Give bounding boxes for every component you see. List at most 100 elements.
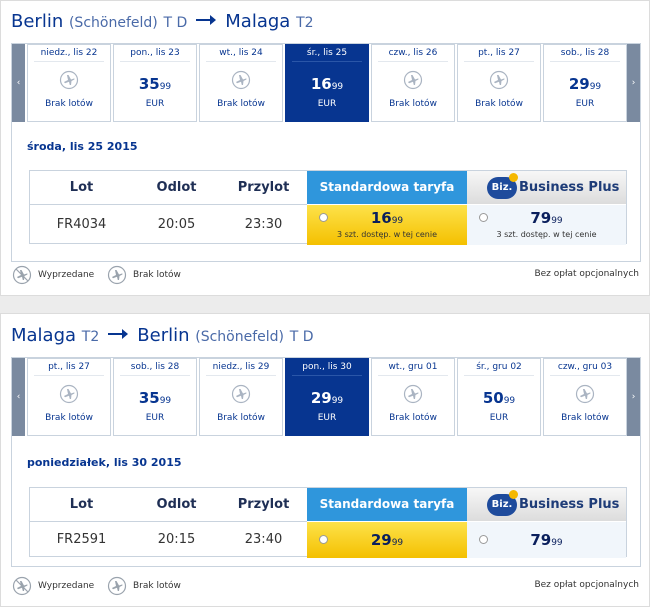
- business-logo: Biz.: [487, 177, 517, 199]
- business-fare-cell[interactable]: 7999: [467, 522, 626, 558]
- legend-note: Bez opłat opcjonalnych: [534, 580, 639, 590]
- availability-note: 3 szt. dostęp. w tej cenie: [496, 230, 597, 239]
- day-tab[interactable]: czw., gru 03 Brak lotów: [543, 358, 627, 436]
- route-arrow: [99, 325, 137, 346]
- legend-note: Bez opłat opcjonalnych: [534, 269, 639, 279]
- standard-fare-cell[interactable]: 2999: [307, 522, 467, 558]
- business-logo-badge: [509, 173, 518, 182]
- day-separator: [550, 61, 620, 62]
- no-flights-text: Brak lotów: [45, 413, 93, 423]
- day-tab[interactable]: pon., lis 23 3599 EUR: [113, 44, 197, 122]
- legend-sold-out: Wyprzedane: [38, 270, 95, 280]
- day-separator: [550, 375, 620, 376]
- day-tab[interactable]: pon., lis 30 2999 EUR: [285, 358, 369, 436]
- fares-container: ‹ › niedz., lis 22 Brak lotów pon., lis 23 35…: [11, 43, 641, 262]
- no-flights-icon: [489, 70, 509, 90]
- flight-flight: FR2591: [56, 532, 107, 547]
- price: 5099: [458, 388, 540, 407]
- icon: [403, 70, 423, 90]
- business-fare-cell[interactable]: 7999 3 szt. dostęp. w tej cenie: [467, 205, 626, 245]
- currency: EUR: [489, 413, 509, 423]
- day-label: czw., gru 03: [557, 362, 613, 372]
- day-separator: [206, 61, 276, 62]
- price-decimals: 99: [331, 82, 344, 92]
- price-decimals: 99: [551, 538, 563, 548]
- standard-fare-cell[interactable]: 1699 3 szt. dostęp. w tej cenie: [307, 205, 467, 245]
- business-logo: Biz.: [487, 494, 517, 516]
- business-plus-header: Biz. Business Plus: [467, 488, 626, 521]
- day-label: pon., lis 23: [130, 48, 180, 58]
- column-header: Lot: [69, 180, 94, 195]
- column-header: Odlot: [156, 497, 197, 512]
- currency: EUR: [317, 413, 337, 423]
- arrow: [196, 15, 217, 25]
- no-flights-text: Brak lotów: [561, 413, 609, 423]
- no-flights-icon: [231, 70, 251, 90]
- prev-days-button[interactable]: ‹: [12, 44, 25, 122]
- day-separator: [34, 375, 104, 376]
- icon: [403, 384, 423, 404]
- fare-radio[interactable]: [479, 535, 488, 544]
- flight-departure: 20:15: [157, 532, 196, 547]
- price-integer: 16: [370, 209, 392, 227]
- price: 1699: [307, 208, 467, 227]
- currency: EUR: [317, 99, 337, 109]
- day-tab[interactable]: śr., gru 02 5099 EUR: [457, 358, 541, 436]
- column-header: Przylot: [237, 180, 290, 195]
- city: Malaga: [11, 325, 77, 346]
- next-days-button[interactable]: ›: [627, 358, 640, 436]
- no-flights-text: Brak lotów: [217, 413, 265, 423]
- fare-radio[interactable]: [319, 535, 328, 544]
- day-tab[interactable]: wt., lis 24 Brak lotów: [199, 44, 283, 122]
- selected-date: środa, lis 25 2015: [27, 140, 138, 153]
- day-label: niedz., lis 22: [40, 48, 98, 58]
- day-label: wt., lis 24: [219, 48, 263, 58]
- arrow: [108, 329, 129, 339]
- day-label: pt., lis 27: [478, 48, 520, 58]
- flight-arrival: 23:40: [244, 532, 283, 547]
- flights-table: Lot Odlot Przylot Standardowa taryfa Biz. Bus…: [29, 170, 627, 245]
- no-flights-icon: [107, 576, 127, 596]
- icon: [231, 70, 251, 90]
- price-integer: 79: [530, 531, 552, 549]
- price-integer: 79: [530, 209, 552, 227]
- prev-days-button[interactable]: ‹: [12, 358, 25, 436]
- city: Malaga: [225, 11, 291, 32]
- fare-radio[interactable]: [479, 213, 488, 222]
- header-divider: [30, 521, 307, 522]
- price-integer: 29: [370, 531, 392, 549]
- flight-section: Berlin (Schönefeld) T D Malaga T2 ‹ › niedz.…: [0, 0, 650, 296]
- day-label: śr., gru 02: [476, 362, 522, 372]
- day-tab[interactable]: niedz., lis 22 Brak lotów: [27, 44, 111, 122]
- day-tab[interactable]: pt., lis 27 Brak lotów: [457, 44, 541, 122]
- flight-arrival: 23:30: [244, 217, 283, 232]
- day-label: sob., lis 28: [560, 48, 610, 58]
- day-tab[interactable]: sob., lis 28 2999 EUR: [543, 44, 627, 122]
- icon: [107, 265, 127, 285]
- city: Berlin: [11, 11, 64, 32]
- legend-no-flights: Brak lotów: [133, 270, 181, 280]
- day-tab[interactable]: śr., lis 25 1699 EUR: [285, 44, 369, 122]
- price-decimals: 99: [391, 538, 404, 548]
- day-label: sob., lis 28: [130, 362, 180, 372]
- no-flights-text: Brak lotów: [389, 99, 437, 109]
- day-tab[interactable]: sob., lis 28 3599 EUR: [113, 358, 197, 436]
- icon: [231, 384, 251, 404]
- no-flights-icon: [59, 384, 79, 404]
- business-plus-label: Business Plus: [519, 180, 620, 195]
- day-label: czw., lis 26: [388, 48, 438, 58]
- availability-note: 3 szt. dostęp. w tej cenie: [336, 230, 438, 239]
- day-separator: [34, 61, 104, 62]
- price-integer: 35: [138, 75, 160, 93]
- day-tab[interactable]: czw., lis 26 Brak lotów: [371, 44, 455, 122]
- next-days-button[interactable]: ›: [627, 44, 640, 122]
- price-integer: 16: [310, 75, 332, 93]
- day-tab[interactable]: pt., lis 27 Brak lotów: [27, 358, 111, 436]
- airport: (Schönefeld): [195, 329, 284, 345]
- price-decimals: 99: [391, 216, 404, 226]
- currency: EUR: [145, 99, 165, 109]
- fare-radio[interactable]: [319, 213, 328, 222]
- day-tab[interactable]: niedz., lis 29 Brak lotów: [199, 358, 283, 436]
- column-header: Przylot: [237, 497, 290, 512]
- day-tab[interactable]: wt., gru 01 Brak lotów: [371, 358, 455, 436]
